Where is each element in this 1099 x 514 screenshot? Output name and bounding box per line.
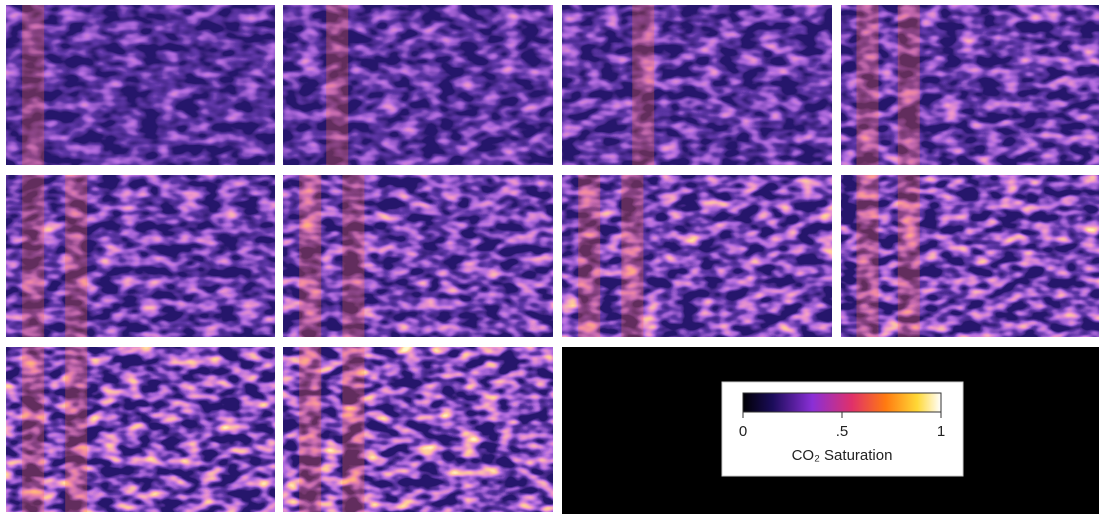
colorbar bbox=[743, 393, 941, 412]
heatmap-panel bbox=[283, 347, 553, 512]
heatmap-panel bbox=[562, 5, 832, 165]
colorbar-tick-label: 0 bbox=[739, 423, 747, 440]
heatmap-panel bbox=[6, 347, 275, 512]
heatmap-panel bbox=[283, 5, 553, 165]
heatmap-panel bbox=[841, 175, 1099, 337]
figure: 0 .5 1 CO₂ Saturation bbox=[0, 0, 1099, 514]
colorbar-label: CO₂ Saturation bbox=[792, 447, 893, 464]
colorbar-tick-label: 1 bbox=[937, 423, 945, 440]
heatmap-panel bbox=[283, 175, 553, 337]
heatmap-panel bbox=[562, 175, 832, 337]
colorbar-tick-label: .5 bbox=[836, 423, 849, 440]
heatmap-panel bbox=[6, 5, 275, 165]
heatmap-panel bbox=[841, 5, 1099, 165]
heatmap-panel bbox=[6, 175, 275, 337]
